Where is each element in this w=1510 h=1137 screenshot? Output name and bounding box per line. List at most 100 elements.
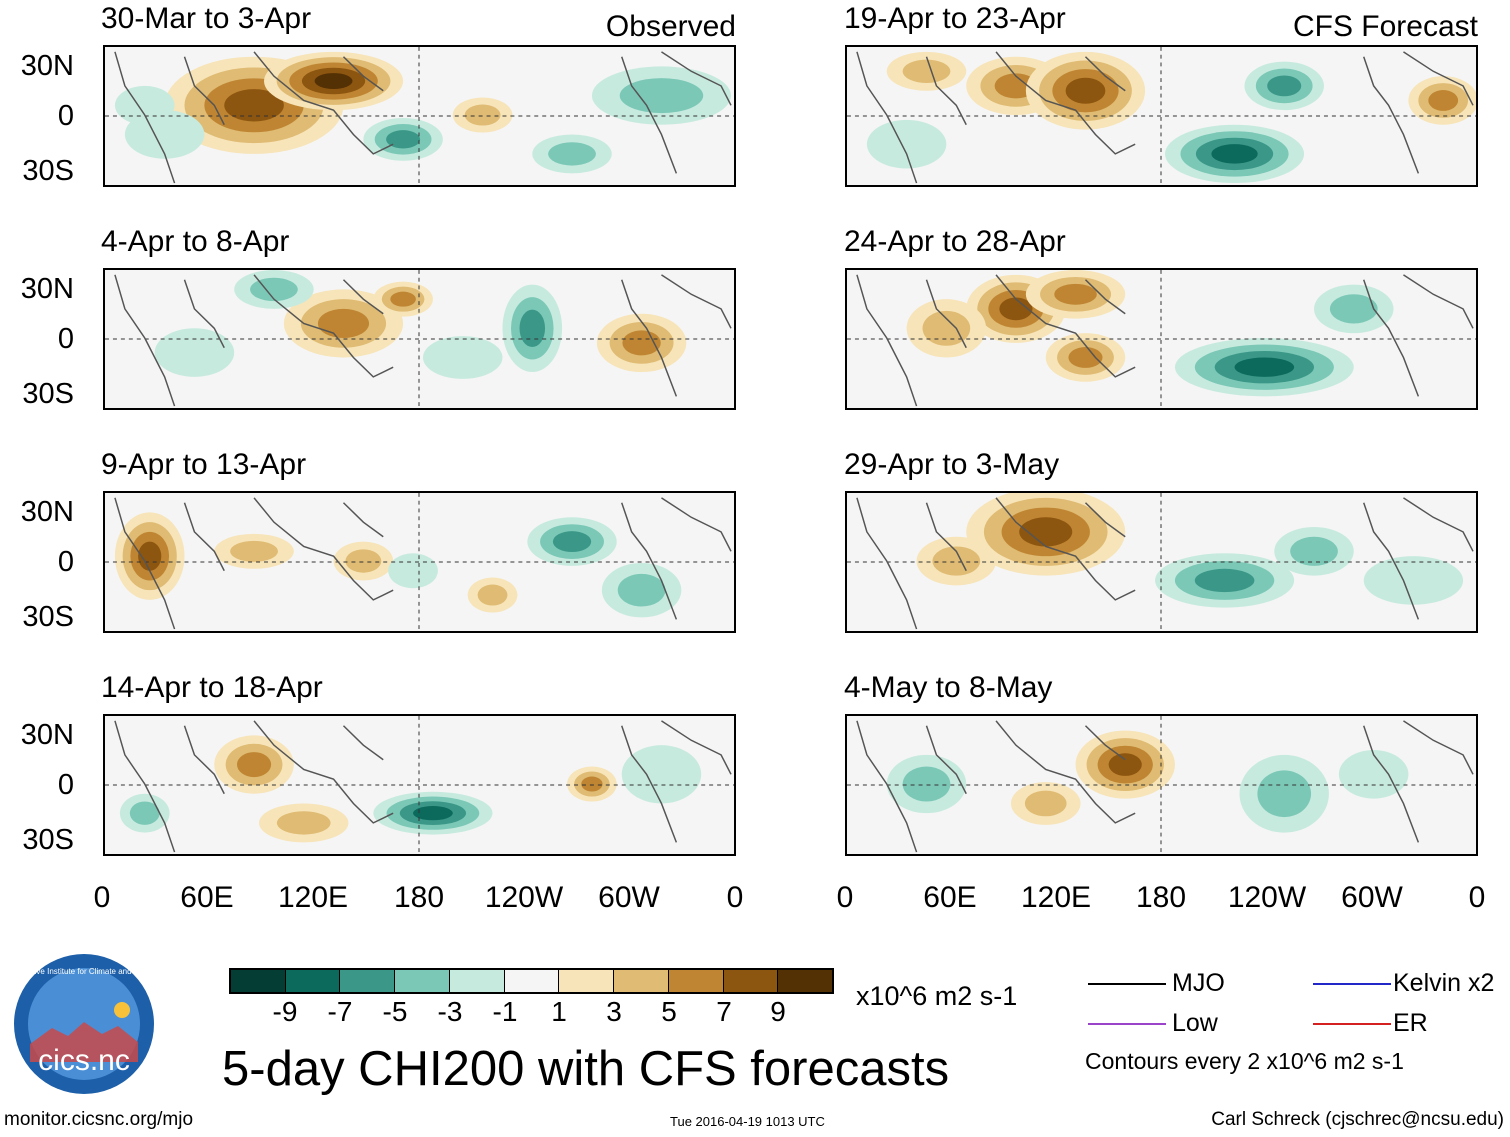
map-panel-6 — [845, 268, 1478, 410]
lon-label: 120W — [1227, 881, 1307, 914]
coastline — [114, 497, 732, 630]
anomaly-contour-fill — [477, 584, 508, 606]
anomaly-contour-fill — [422, 336, 503, 379]
legend-label-low: Low — [1172, 1009, 1218, 1037]
legend-label-kelvin: Kelvin x2 — [1393, 969, 1495, 997]
colorbar-swatch — [504, 970, 560, 992]
lat-label-eq: 0 — [57, 323, 74, 355]
map-panel-2 — [103, 268, 736, 410]
panel-title-4: 14-Apr to 18-Apr — [101, 671, 323, 704]
anomaly-contour-fill — [617, 573, 666, 607]
map-svg-1 — [105, 47, 734, 185]
coastline — [856, 497, 1474, 630]
lon-label: 60E — [180, 881, 234, 914]
observed-label: Observed — [605, 10, 736, 43]
colorbar-swatch — [395, 970, 450, 992]
colorbar-swatch — [778, 970, 833, 992]
map-svg-5 — [847, 47, 1476, 185]
lat-label-30n: 30N — [20, 273, 74, 305]
legend-label-mjo: MJO — [1172, 969, 1225, 997]
anomaly-contour-fill — [1338, 750, 1409, 799]
anomaly-contour-fill — [1257, 770, 1312, 818]
anomaly-contour-fill — [619, 78, 704, 114]
map-svg-3 — [105, 493, 734, 631]
anomaly-contour-fill — [413, 806, 453, 821]
map-svg-4 — [105, 716, 734, 854]
lon-label: 60E — [923, 881, 977, 914]
colorbar-swatch — [723, 970, 779, 992]
lat-label-30s: 30S — [22, 155, 74, 187]
map-svg-7 — [847, 493, 1476, 631]
logo-ring-text: Cooperative Institute for Climate and Sa… — [12, 967, 156, 976]
panel-title-2: 4-Apr to 8-Apr — [101, 225, 290, 258]
anomaly-contour-fill — [224, 89, 284, 122]
footer-author: Carl Schreck (cjschrec@ncsu.edu) — [1211, 1109, 1504, 1130]
lon-label: 0 — [836, 881, 854, 914]
colorbar-tick: -5 — [382, 996, 408, 1027]
anomaly-contour-fill — [1068, 347, 1103, 368]
anomaly-contour-fill — [519, 309, 546, 348]
map-panel-5 — [845, 45, 1478, 187]
anomaly-contour-fill — [390, 291, 416, 307]
lon-label: 60W — [598, 881, 660, 914]
anomaly-contour-fill — [154, 328, 235, 377]
map-panel-4 — [103, 714, 736, 856]
anomaly-contour-fill — [932, 546, 981, 576]
lon-label: 60W — [1341, 881, 1403, 914]
lat-label-30s: 30S — [22, 601, 74, 633]
map-svg-8 — [847, 716, 1476, 854]
map-panel-7 — [845, 491, 1478, 633]
colorbar-tick: 1 — [551, 996, 567, 1027]
contour-note: Contours every 2 x10^6 m2 s-1 — [1085, 1048, 1404, 1074]
anomaly-contour-fill — [922, 310, 971, 346]
colorbar — [229, 968, 834, 994]
anomaly-contour-fill — [999, 297, 1033, 321]
anomaly-contour-fill — [1211, 144, 1258, 164]
lat-label-30s: 30S — [22, 378, 74, 410]
legend-line-mjo — [1088, 983, 1166, 985]
anomaly-contour-fill — [1234, 357, 1295, 377]
anomaly-contour-fill — [1290, 536, 1338, 566]
anomaly-contour-fill — [237, 752, 272, 778]
legend-line-er — [1313, 1023, 1391, 1025]
lat-label-30n: 30N — [20, 496, 74, 528]
coastline — [856, 720, 1474, 853]
anomaly-contour-fill — [902, 766, 951, 802]
colorbar-swatch — [231, 970, 286, 992]
anomaly-contour-fill — [114, 85, 175, 125]
coastline — [114, 720, 732, 853]
colorbar-swatch — [340, 970, 396, 992]
lon-label: 120W — [484, 881, 564, 914]
panel-title-8: 4-May to 8-May — [844, 671, 1053, 704]
anomaly-contour-fill — [1267, 75, 1302, 97]
lat-label-30n: 30N — [20, 50, 74, 82]
colorbar-swatch — [559, 970, 615, 992]
anomaly-contour-fill — [464, 104, 501, 126]
map-svg-6 — [847, 270, 1476, 408]
panel-title-7: 29-Apr to 3-May — [844, 448, 1060, 481]
anomaly-contour-fill — [621, 745, 702, 804]
map-panel-8 — [845, 714, 1478, 856]
lat-label-eq: 0 — [57, 769, 74, 801]
footer-timestamp: Tue 2016-04-19 1013 UTC — [670, 1114, 825, 1129]
colorbar-swatch — [449, 970, 505, 992]
anomaly-contour-fill — [1054, 283, 1097, 305]
colorbar-swatch — [285, 970, 341, 992]
coastline — [114, 51, 732, 184]
colorbar-tick: -7 — [327, 996, 353, 1027]
anomaly-contour-fill — [548, 142, 596, 166]
anomaly-contour-fill — [1329, 294, 1378, 324]
colorbar-tick: 7 — [716, 996, 732, 1027]
anomaly-contour-fill — [902, 59, 951, 83]
cics-logo: cics.nc Cooperative Institute for Climat… — [2, 952, 166, 1096]
coastline — [114, 274, 732, 407]
map-panel-3 — [103, 491, 736, 633]
anomaly-contour-fill — [276, 811, 331, 835]
panel-title-3: 9-Apr to 13-Apr — [101, 448, 307, 481]
anomaly-contour-fill — [129, 801, 160, 825]
anomaly-contour-fill — [317, 308, 370, 339]
anomaly-contour-fill — [345, 549, 382, 573]
panel-title-6: 24-Apr to 28-Apr — [844, 225, 1066, 258]
lon-label: 0 — [1468, 881, 1486, 914]
colorbar-tick: 9 — [770, 996, 786, 1027]
